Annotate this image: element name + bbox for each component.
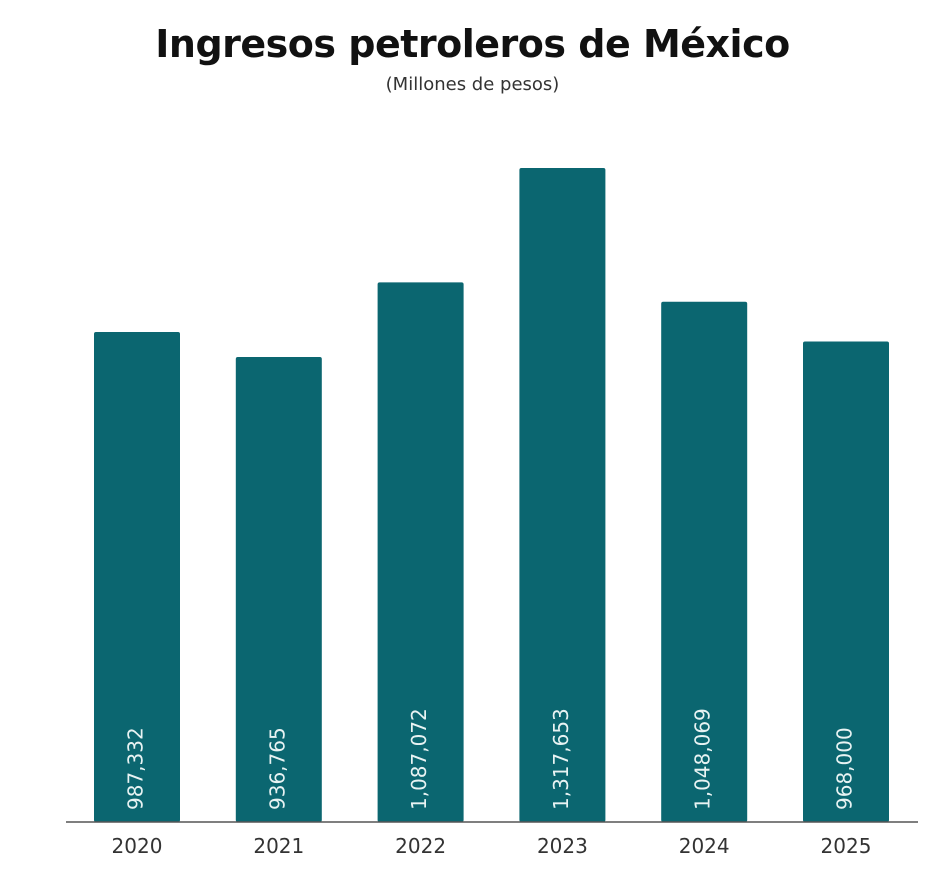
chart-subtitle: (Millones de pesos) (385, 74, 560, 95)
data-label-2020: 987,332 (124, 727, 148, 810)
x-tick-2022: 2022 (395, 834, 446, 858)
bar-2023 (519, 168, 606, 822)
bar-2025 (803, 341, 889, 822)
data-label-2021: 936,765 (265, 727, 289, 810)
x-tick-2023: 2023 (537, 834, 588, 858)
value-labels-layer: 987,332 936,765 1,087,072 1,317,653 1,048,06… (124, 708, 857, 810)
bar-2022 (377, 282, 464, 822)
x-tick-2024: 2024 (679, 834, 730, 858)
x-tick-2021: 2021 (253, 834, 304, 858)
data-label-2022: 1,087,072 (407, 708, 431, 810)
bar-2020 (94, 332, 180, 822)
x-tick-labels: 2020 2021 2022 2023 2024 2025 (112, 834, 872, 858)
bar-2021 (235, 357, 322, 822)
data-label-2024: 1,048,069 (691, 708, 715, 810)
data-label-2025: 968,000 (833, 727, 857, 810)
data-label-2023: 1,317,653 (549, 708, 573, 810)
chart-title: Ingresos petroleros de México (155, 22, 790, 66)
bar-2024 (661, 301, 748, 822)
bars-layer (94, 168, 889, 822)
x-tick-2025: 2025 (821, 834, 872, 858)
x-tick-2020: 2020 (112, 834, 163, 858)
